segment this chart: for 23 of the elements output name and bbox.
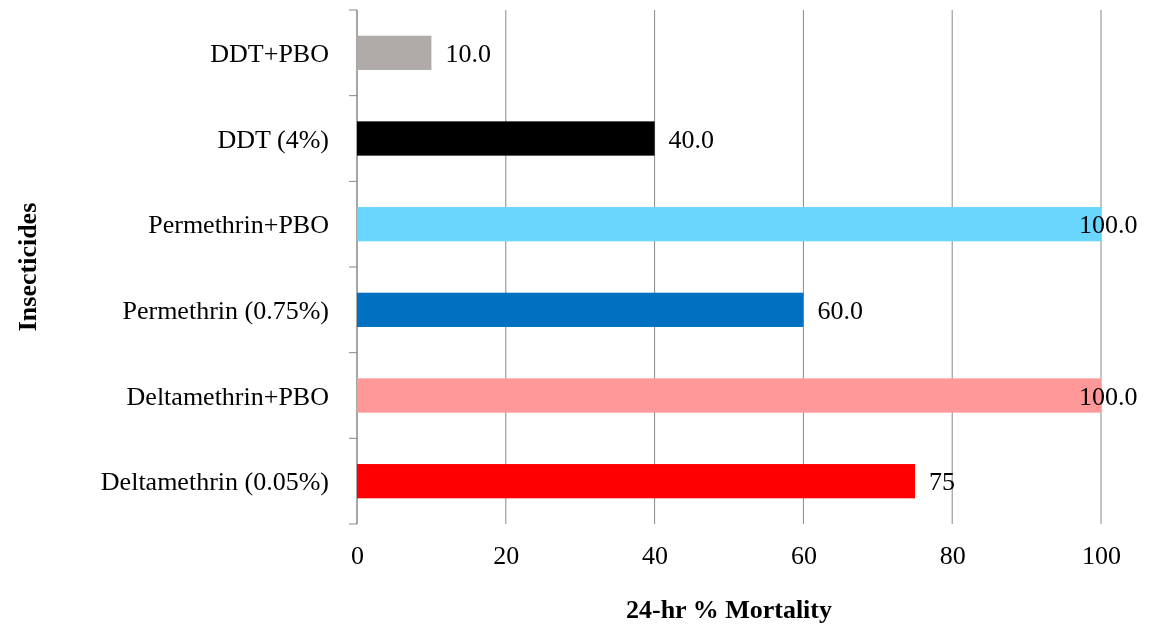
- data-label: 60.0: [817, 295, 863, 325]
- y-tick-label: DDT+PBO: [210, 38, 329, 68]
- bar: [357, 292, 804, 327]
- data-label: 40.0: [668, 124, 715, 154]
- x-tick-label: 20: [493, 541, 520, 571]
- y-tick-label: Permethrin+PBO: [148, 210, 329, 240]
- x-tick-label: 80: [939, 541, 966, 571]
- y-tick-label: Permethrin (0.75%): [122, 295, 329, 325]
- x-axis-title: 24-hr % Mortality: [625, 595, 833, 624]
- data-label: 10.0: [445, 38, 491, 68]
- data-label: 100.0: [1079, 381, 1138, 411]
- y-tick-label: Deltamethrin+PBO: [126, 381, 329, 411]
- y-axis-title: Insecticides: [13, 202, 42, 332]
- x-tick-label: 60: [790, 541, 817, 571]
- bar: [357, 121, 655, 156]
- y-tick-label: Deltamethrin (0.05%): [100, 467, 329, 497]
- x-tick-label: 40: [642, 541, 669, 571]
- y-tick-label: DDT (4%): [217, 124, 329, 154]
- data-label: 75: [929, 467, 955, 497]
- x-tick-label: 100: [1082, 541, 1121, 571]
- bar: [357, 35, 432, 70]
- x-tick-label: 0: [351, 541, 364, 571]
- bar: [357, 464, 915, 499]
